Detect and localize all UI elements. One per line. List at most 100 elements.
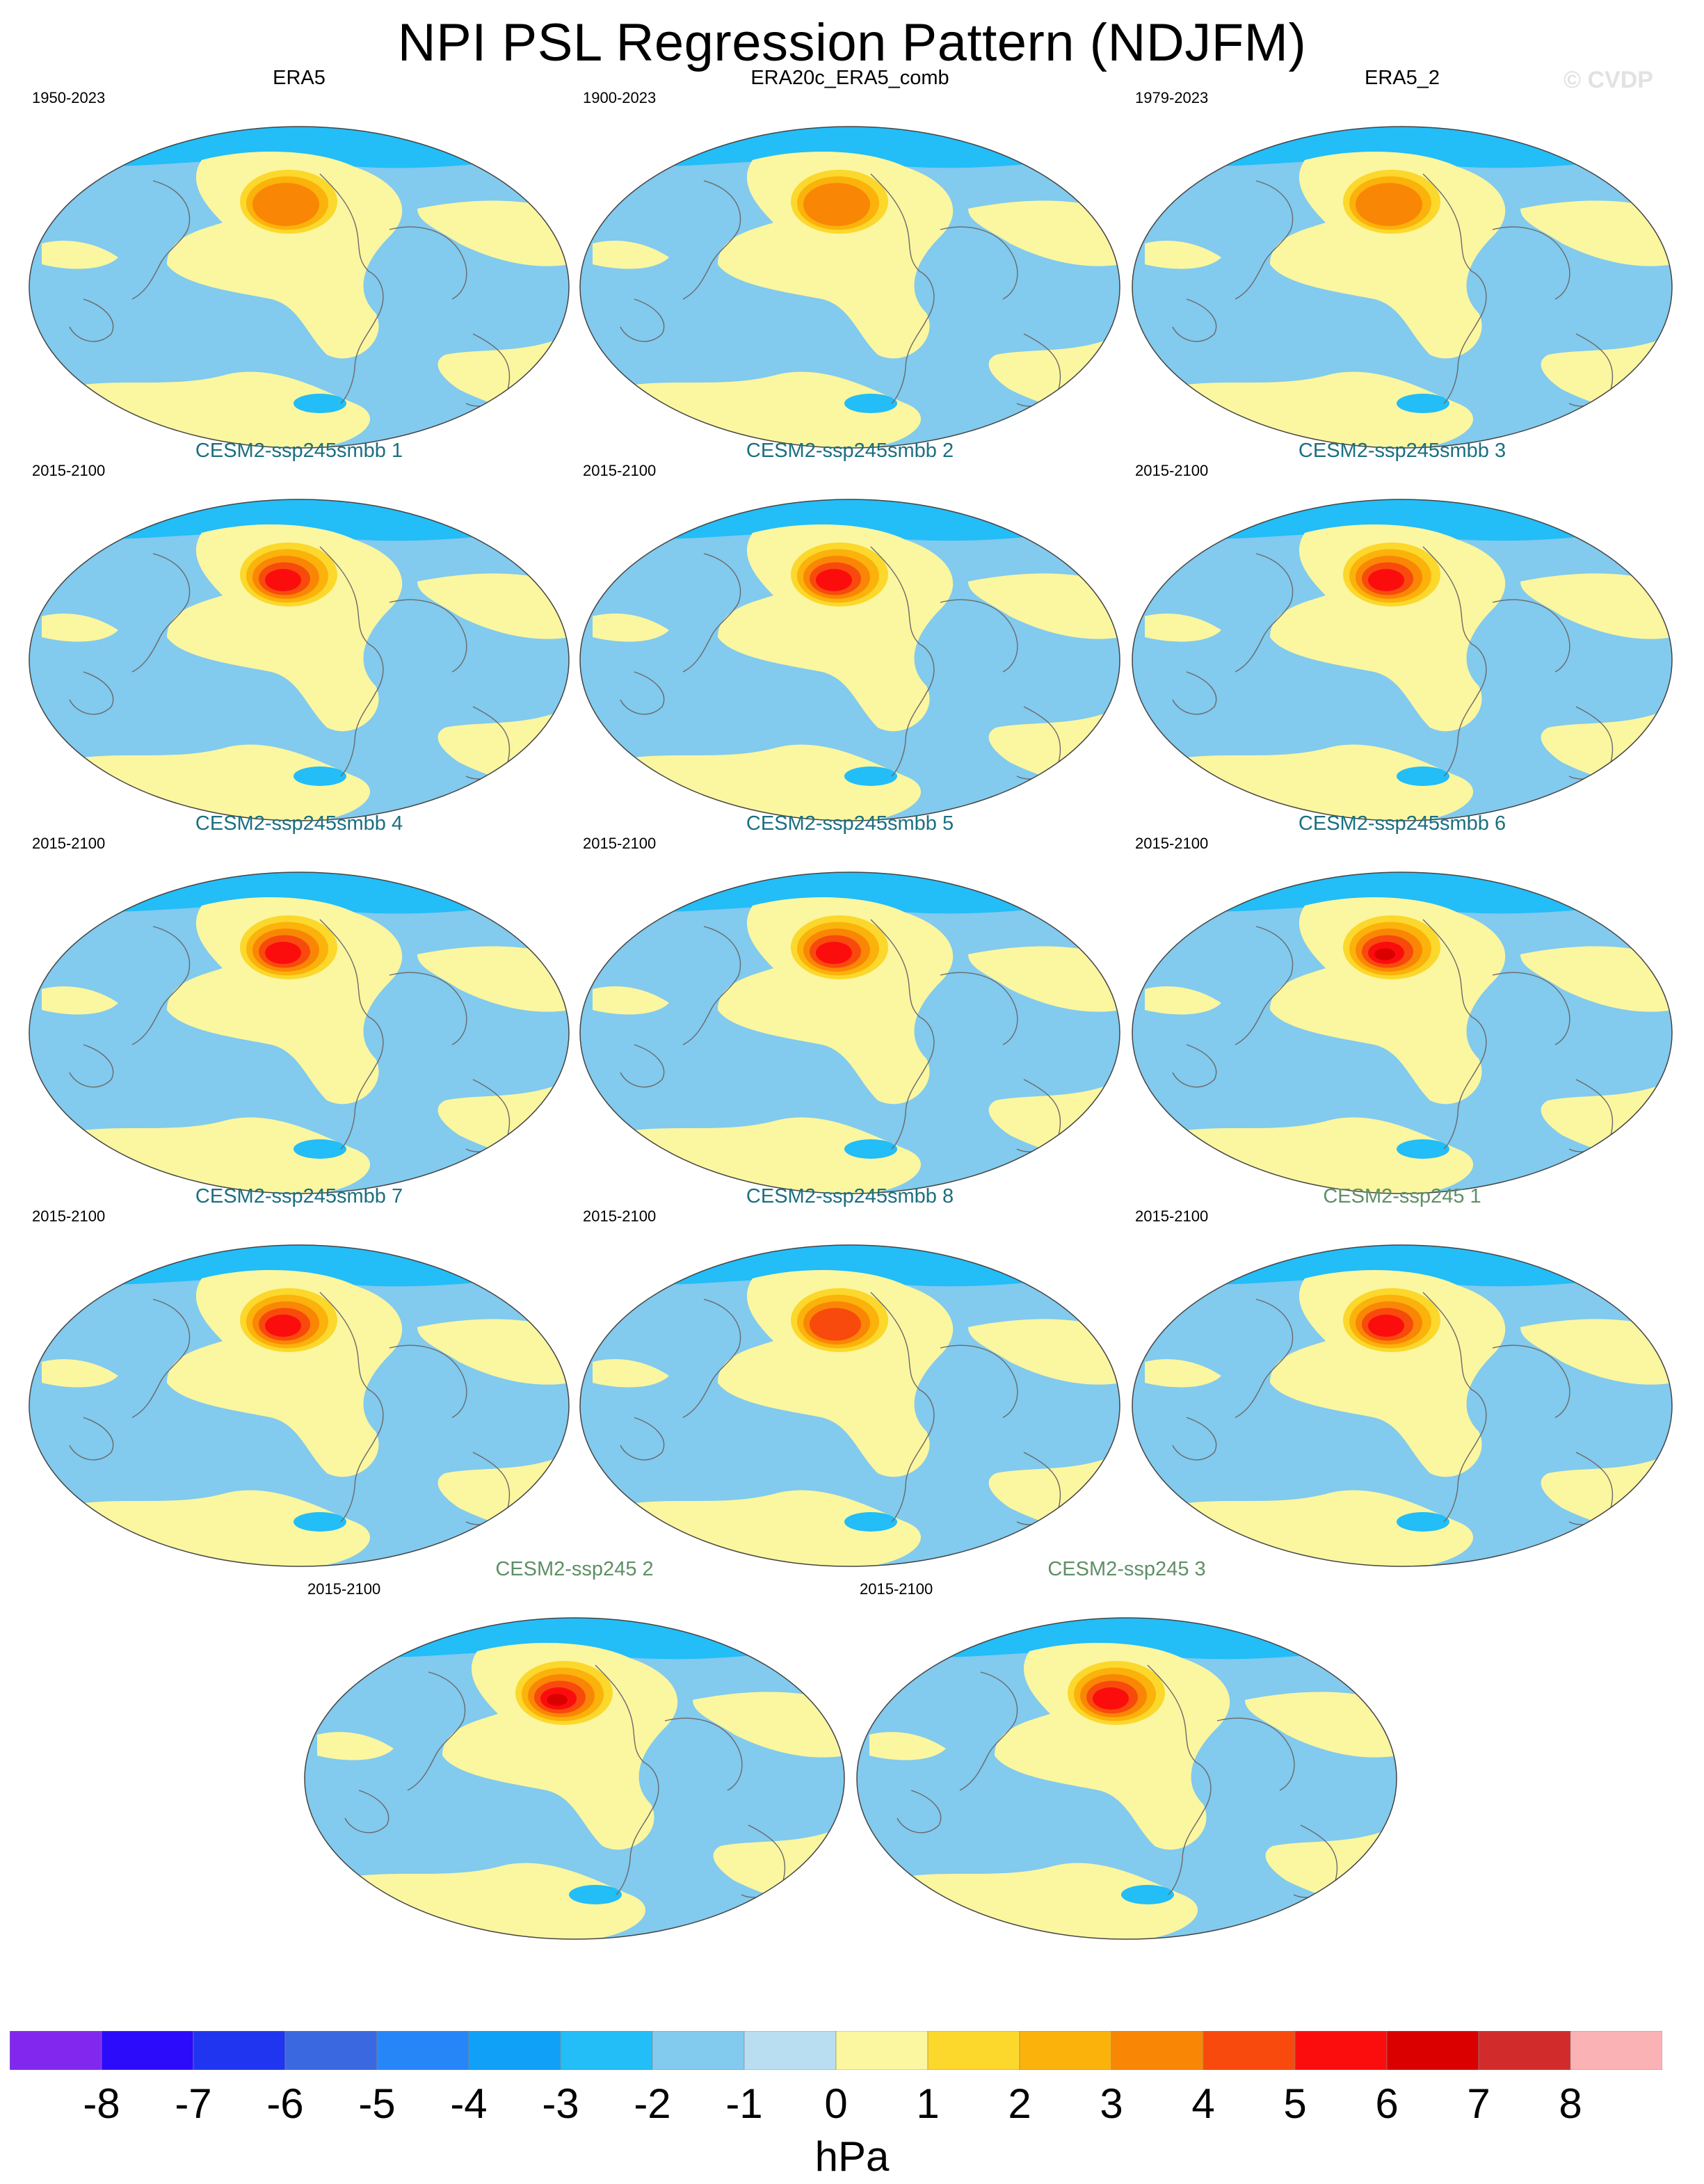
colorbar-swatch [1386,2031,1479,2070]
npi-high-contour [1374,948,1395,961]
coastline [682,180,741,300]
colorbar-swatch [1111,2031,1204,2070]
map-border [579,126,1120,449]
positive-region [1270,151,1506,359]
regression-map-8 [579,872,1120,1194]
positive-region [593,613,669,642]
npi-high-contour [1368,569,1404,591]
southern-low [1397,1139,1449,1159]
panel-period: 2015-2100 [1135,462,1209,479]
colorbar-swatch [10,2031,102,2070]
panel-period: 2015-2100 [32,462,106,479]
positive-region [968,573,1120,639]
coastline [131,926,191,1045]
positive-region [718,897,954,1105]
coastline [1492,1344,1570,1418]
positive-region [1270,524,1506,732]
regression-map-14 [856,1617,1397,1940]
npi-high-contour [265,1315,301,1337]
colorbar-tick-label: -8 [83,2080,120,2127]
coastline [870,173,935,404]
panel-period: 2015-2100 [583,835,657,852]
coastline [389,599,467,673]
colorbar-swatch [101,2031,194,2070]
panel-title: CESM2-ssp245smbb 8 [746,1185,954,1207]
colorbar-tick-label: -3 [542,2080,579,2127]
npi-high-contour [816,569,852,591]
coastline [1235,1299,1294,1418]
coastline [1492,226,1570,300]
panel-period: 2015-2100 [860,1580,933,1598]
regression-map-12 [1132,1244,1673,1567]
positive-region [968,200,1120,266]
positive-region [417,946,569,1012]
colorbar-tick-label: -7 [175,2080,212,2127]
coastline [940,599,1018,673]
map-border [1132,1244,1673,1567]
positive-region [869,1732,946,1760]
map-border [579,1244,1120,1567]
colorbar-swatch [560,2031,653,2070]
southern-low [294,766,346,786]
npi-high-contour [547,1694,568,1706]
panel-period: 2015-2100 [1135,835,1209,852]
southern-low [844,1139,897,1159]
positive-region [317,1732,394,1760]
watermark: © CVDP [1564,67,1653,93]
npi-high-contour [1356,183,1422,226]
positive-region [42,1359,118,1388]
positive-region [995,1642,1230,1850]
coastline [1216,1717,1295,1791]
positive-region [1145,986,1221,1015]
map-border [29,499,570,821]
colorbar-tick-label: -6 [266,2080,304,2127]
colorbar-tick-label: -4 [450,2080,488,2127]
regression-map-9 [1132,872,1673,1194]
colorbar-swatch [193,2031,286,2070]
coastline [1172,1044,1217,1088]
positive-region [42,613,118,642]
npi-high-contour [1368,1315,1404,1337]
positive-region [693,1692,844,1758]
panel-title: CESM2-ssp245 3 [1047,1558,1206,1580]
regression-map-6 [1132,499,1673,821]
coastline [682,553,741,673]
positive-region [1520,946,1672,1012]
coastline [870,1292,935,1523]
map-border [29,126,570,449]
colorbar-tick-label: 7 [1467,2080,1490,2127]
coastline [1147,1664,1212,1895]
npi-high-contour [803,183,870,226]
regression-map-7 [29,872,570,1194]
southern-low [1397,766,1449,786]
coastline [389,972,467,1045]
npi-high-contour [252,183,319,226]
panel-period: 2015-2100 [583,462,657,479]
coastline [1235,180,1294,300]
panel-title: CESM2-ssp245smbb 4 [195,812,403,835]
coastline [682,1299,741,1418]
map-border [1132,872,1673,1194]
coastline [69,671,114,715]
npi-high-contour [265,942,301,964]
southern-low [1397,394,1449,413]
colorbar-swatch [1570,2031,1662,2070]
colorbar-tick-label: 1 [916,2080,940,2127]
positive-region [718,151,954,359]
colorbar-swatch [652,2031,745,2070]
positive-region [1270,897,1506,1105]
coastline [620,671,665,715]
coastline [131,1299,191,1418]
positive-region [593,1359,669,1388]
southern-low [294,1139,346,1159]
coastline [131,180,191,300]
map-border [579,499,1120,821]
panel-period: 1979-2023 [1135,89,1209,106]
southern-low [844,1512,897,1532]
coastline [1422,173,1487,404]
panel-title: ERA5_2 [1364,67,1440,89]
panel-period: 1950-2023 [32,89,106,106]
panel-title: CESM2-ssp245smbb 6 [1298,812,1506,835]
panel-period: 2015-2100 [32,1207,106,1225]
panel-title: CESM2-ssp245 2 [495,1558,654,1580]
